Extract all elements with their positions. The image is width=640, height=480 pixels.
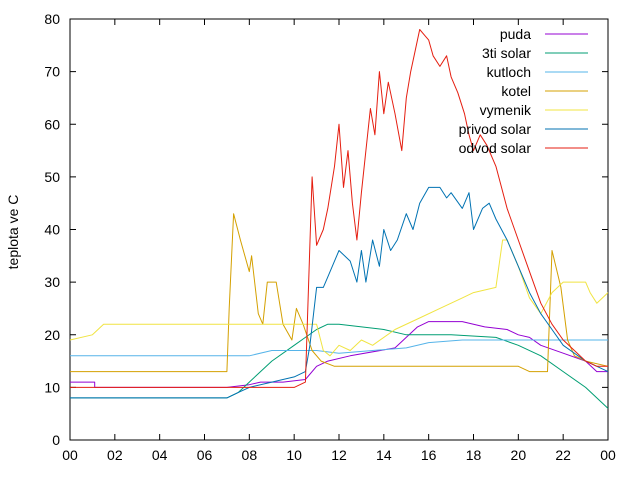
legend-label-odvod-solar: odvod solar <box>459 140 532 156</box>
series-line-puda <box>70 321 608 388</box>
series-line-3ti-solar <box>70 323 609 409</box>
y-tick-label: 30 <box>44 274 60 290</box>
legend-label-vymenik: vymenik <box>480 102 532 118</box>
legend: puda 3ti solar kutloch kotel vymenik privod s… <box>459 26 588 156</box>
y-tick-label: 40 <box>44 222 60 238</box>
y-tick-label: 80 <box>44 11 60 27</box>
legend-label-puda: puda <box>500 26 531 42</box>
series-line-privod-solar <box>70 186 609 399</box>
y-tick-label: 10 <box>44 379 60 395</box>
legend-label-3ti-solar: 3ti solar <box>482 45 531 61</box>
series-line-odvod-solar <box>70 29 608 388</box>
x-tick-label: 16 <box>421 447 437 463</box>
y-axis-label: teplota ve C <box>5 195 21 270</box>
y-tick-label: 0 <box>52 432 60 448</box>
x-tick-label: 06 <box>197 447 213 463</box>
series-line-kotel <box>70 213 609 373</box>
y-tick-label: 50 <box>44 169 60 185</box>
series-line-vymenik <box>69 239 609 357</box>
y-tick-label: 60 <box>44 116 60 132</box>
x-tick-label: 00 <box>62 447 78 463</box>
x-tick-label: 22 <box>555 447 571 463</box>
y-tick-label: 20 <box>44 327 60 343</box>
x-tick-label: 14 <box>376 447 392 463</box>
x-tick-label: 00 <box>600 447 616 463</box>
x-tick-label: 02 <box>107 447 123 463</box>
legend-label-kutloch: kutloch <box>487 64 531 80</box>
x-tick-label: 20 <box>511 447 527 463</box>
axis-ticks: 0 10 20 30 40 50 60 70 80 00 02 04 06 08 10 12 14 16 18 20 2… <box>44 11 616 463</box>
x-tick-label: 08 <box>242 447 258 463</box>
series-lines <box>69 29 609 409</box>
x-tick-label: 10 <box>286 447 302 463</box>
x-tick-label: 18 <box>466 447 482 463</box>
legend-label-kotel: kotel <box>501 83 531 99</box>
y-tick-label: 70 <box>44 64 60 80</box>
x-tick-label: 04 <box>152 447 168 463</box>
series-line-kutloch <box>70 339 608 357</box>
legend-label-privod-solar: privod solar <box>459 121 532 137</box>
x-tick-label: 12 <box>331 447 347 463</box>
